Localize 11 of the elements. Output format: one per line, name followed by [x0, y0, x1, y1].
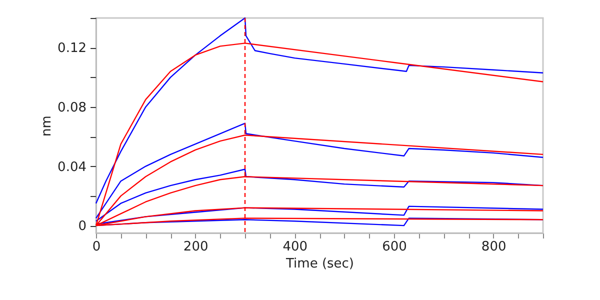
y-axis-title: nm	[40, 116, 55, 136]
y-tick-label: 0.08	[58, 100, 86, 116]
y-tick-label: 0.04	[58, 160, 86, 175]
y-tick-label: 0.12	[58, 41, 86, 56]
x-tick-label: 200	[183, 240, 208, 254]
x-tick-label: 600	[382, 240, 407, 254]
y-tick-label: 0	[78, 219, 86, 234]
x-tick-label: 800	[481, 240, 506, 254]
x-axis-title: Time (sec)	[284, 256, 354, 272]
x-tick-label: 400	[282, 240, 308, 254]
x-tick-label: 0	[92, 240, 101, 254]
